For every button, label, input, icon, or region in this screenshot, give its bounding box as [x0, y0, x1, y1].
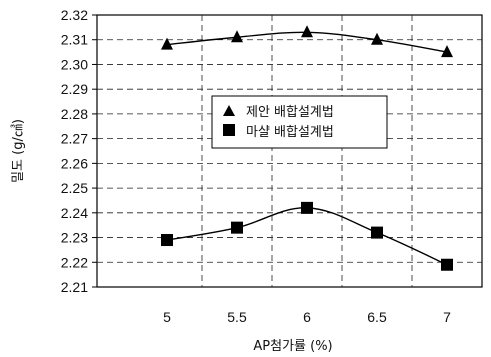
y-tick-label: 2.30 — [61, 56, 88, 72]
y-tick-label: 2.26 — [61, 155, 88, 171]
data-point-square — [371, 226, 383, 239]
x-tick-label: 7 — [443, 309, 451, 325]
legend-label-series-1: 제안 배합설계법 — [246, 105, 334, 120]
data-point-triangle — [371, 32, 383, 45]
y-tick-label: 2.22 — [61, 254, 88, 270]
legend: 제안 배합설계법 마샬 배합설계법 — [211, 95, 388, 149]
grid — [97, 15, 482, 287]
plot-frame — [96, 14, 483, 288]
x-tick-label: 5 — [163, 309, 171, 325]
y-tick-label: 2.23 — [61, 230, 88, 246]
y-tick-label: 2.24 — [61, 205, 88, 221]
data-point-square — [301, 201, 313, 214]
y-tick-label: 2.29 — [61, 81, 88, 97]
x-axis-ticks: 5 5.5 6 6.5 7 — [163, 309, 451, 325]
data-point-triangle — [441, 45, 453, 58]
y-tick-label: 2.31 — [61, 32, 88, 48]
legend-box — [211, 95, 388, 149]
data-point-square — [231, 221, 243, 234]
data-point-triangle — [161, 37, 173, 50]
data-point-square — [161, 234, 173, 247]
legend-square-icon — [223, 124, 235, 136]
data-point-square — [441, 258, 453, 271]
y-tick-label: 2.21 — [61, 279, 88, 295]
y-axis-ticks: 2.32 2.31 2.30 2.29 2.28 2.27 2.26 2.25 2.24 2.23… — [61, 7, 97, 295]
x-tick-label: 6.5 — [367, 309, 387, 325]
data-point-triangle — [231, 30, 243, 43]
y-tick-label: 2.28 — [61, 106, 88, 122]
series — [161, 25, 453, 271]
y-tick-label: 2.27 — [61, 131, 88, 147]
legend-triangle-icon — [223, 105, 235, 116]
y-tick-label: 2.32 — [61, 7, 88, 23]
data-point-triangle — [301, 25, 313, 38]
y-tick-label: 2.25 — [61, 180, 88, 196]
legend-label-series-2: 마샬 배합설계법 — [246, 125, 334, 140]
x-tick-label: 6 — [303, 309, 311, 325]
x-axis-title: AP첨가률 (%) — [253, 339, 332, 354]
x-tick-label: 5.5 — [227, 309, 247, 325]
series-line-2 — [166, 207, 448, 266]
y-axis-title: 밀도 (g/㎤) — [11, 119, 26, 183]
